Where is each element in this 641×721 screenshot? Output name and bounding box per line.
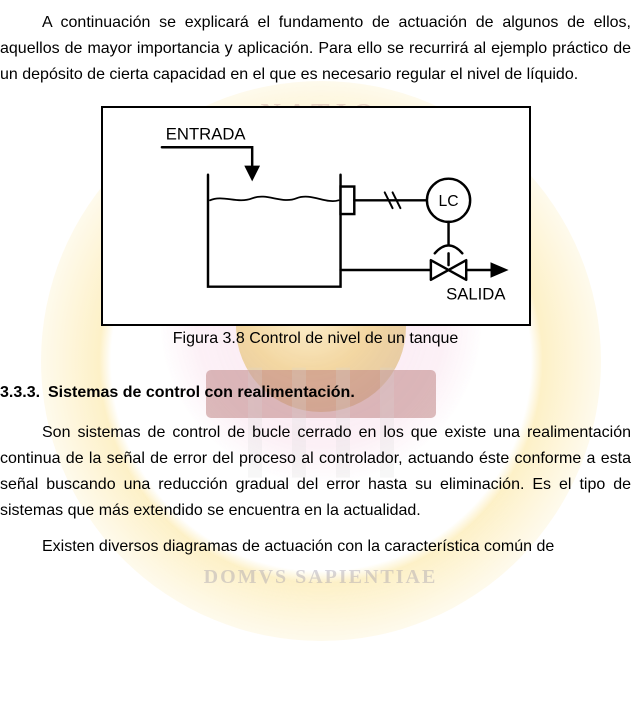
figure-svg: ENTRADA LC xyxy=(101,106,531,326)
watermark-bottom-text: DOMVS SAPIENTIAE xyxy=(41,566,601,589)
heading-number: 3.3.3. xyxy=(0,384,48,402)
section-heading: 3.3.3.Sistemas de control con realimenta… xyxy=(0,384,631,402)
heading-text: Sistemas de control con realimentación. xyxy=(48,384,355,401)
figure-salida-label: SALIDA xyxy=(446,284,506,303)
figure-wrap: ENTRADA LC xyxy=(0,106,631,348)
figure-lc-label: LC xyxy=(438,193,458,210)
paragraph-3: Existen diversos diagramas de actuación … xyxy=(0,534,631,560)
paragraph-2: Son sistemas de control de bucle cerrado… xyxy=(0,420,631,524)
paragraph-1: A continuación se explicará el fundament… xyxy=(0,10,631,88)
figure-entrada-label: ENTRADA xyxy=(165,124,246,143)
figure-caption: Figura 3.8 Control de nivel de un tanque xyxy=(173,330,459,348)
page-content: A continuación se explicará el fundament… xyxy=(0,0,641,560)
